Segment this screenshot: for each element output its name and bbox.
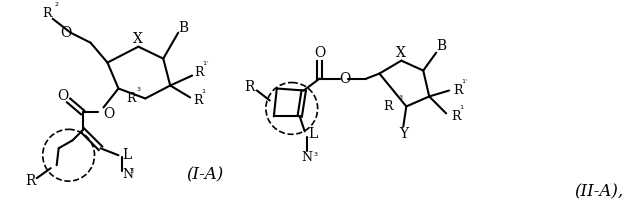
Text: O: O xyxy=(314,46,325,60)
Text: R: R xyxy=(42,7,52,20)
Text: $^{1'}$: $^{1'}$ xyxy=(461,79,469,87)
Text: R: R xyxy=(126,92,135,105)
Text: Y: Y xyxy=(399,127,408,141)
Text: R: R xyxy=(383,100,392,113)
Text: L: L xyxy=(123,148,131,162)
Text: R: R xyxy=(245,79,255,94)
Text: O: O xyxy=(339,72,350,85)
Text: $^2$: $^2$ xyxy=(53,2,59,11)
Text: O: O xyxy=(103,107,114,121)
Text: N: N xyxy=(301,151,312,164)
Text: B: B xyxy=(178,21,188,35)
Text: R: R xyxy=(193,94,203,107)
Text: N: N xyxy=(123,168,133,181)
Text: L: L xyxy=(309,127,318,141)
Text: R: R xyxy=(194,66,204,79)
Text: X: X xyxy=(396,46,406,60)
Text: $^{1'}$: $^{1'}$ xyxy=(202,61,209,70)
Text: R: R xyxy=(26,174,36,188)
Text: (I-A): (I-A) xyxy=(186,167,224,184)
Text: B: B xyxy=(436,39,446,53)
Text: (II-A),: (II-A), xyxy=(574,184,623,201)
Text: R: R xyxy=(453,84,463,97)
Text: O: O xyxy=(57,89,69,104)
Text: $_3$: $_3$ xyxy=(313,150,318,159)
Text: $^1$: $^1$ xyxy=(459,104,465,113)
Text: $^1$: $^1$ xyxy=(201,89,207,97)
Text: X: X xyxy=(133,32,143,46)
Text: $^3$: $^3$ xyxy=(136,87,142,95)
Text: R: R xyxy=(451,110,460,123)
Text: $^3$: $^3$ xyxy=(398,94,404,104)
Text: $_3$: $_3$ xyxy=(130,167,135,176)
Text: O: O xyxy=(60,26,71,40)
